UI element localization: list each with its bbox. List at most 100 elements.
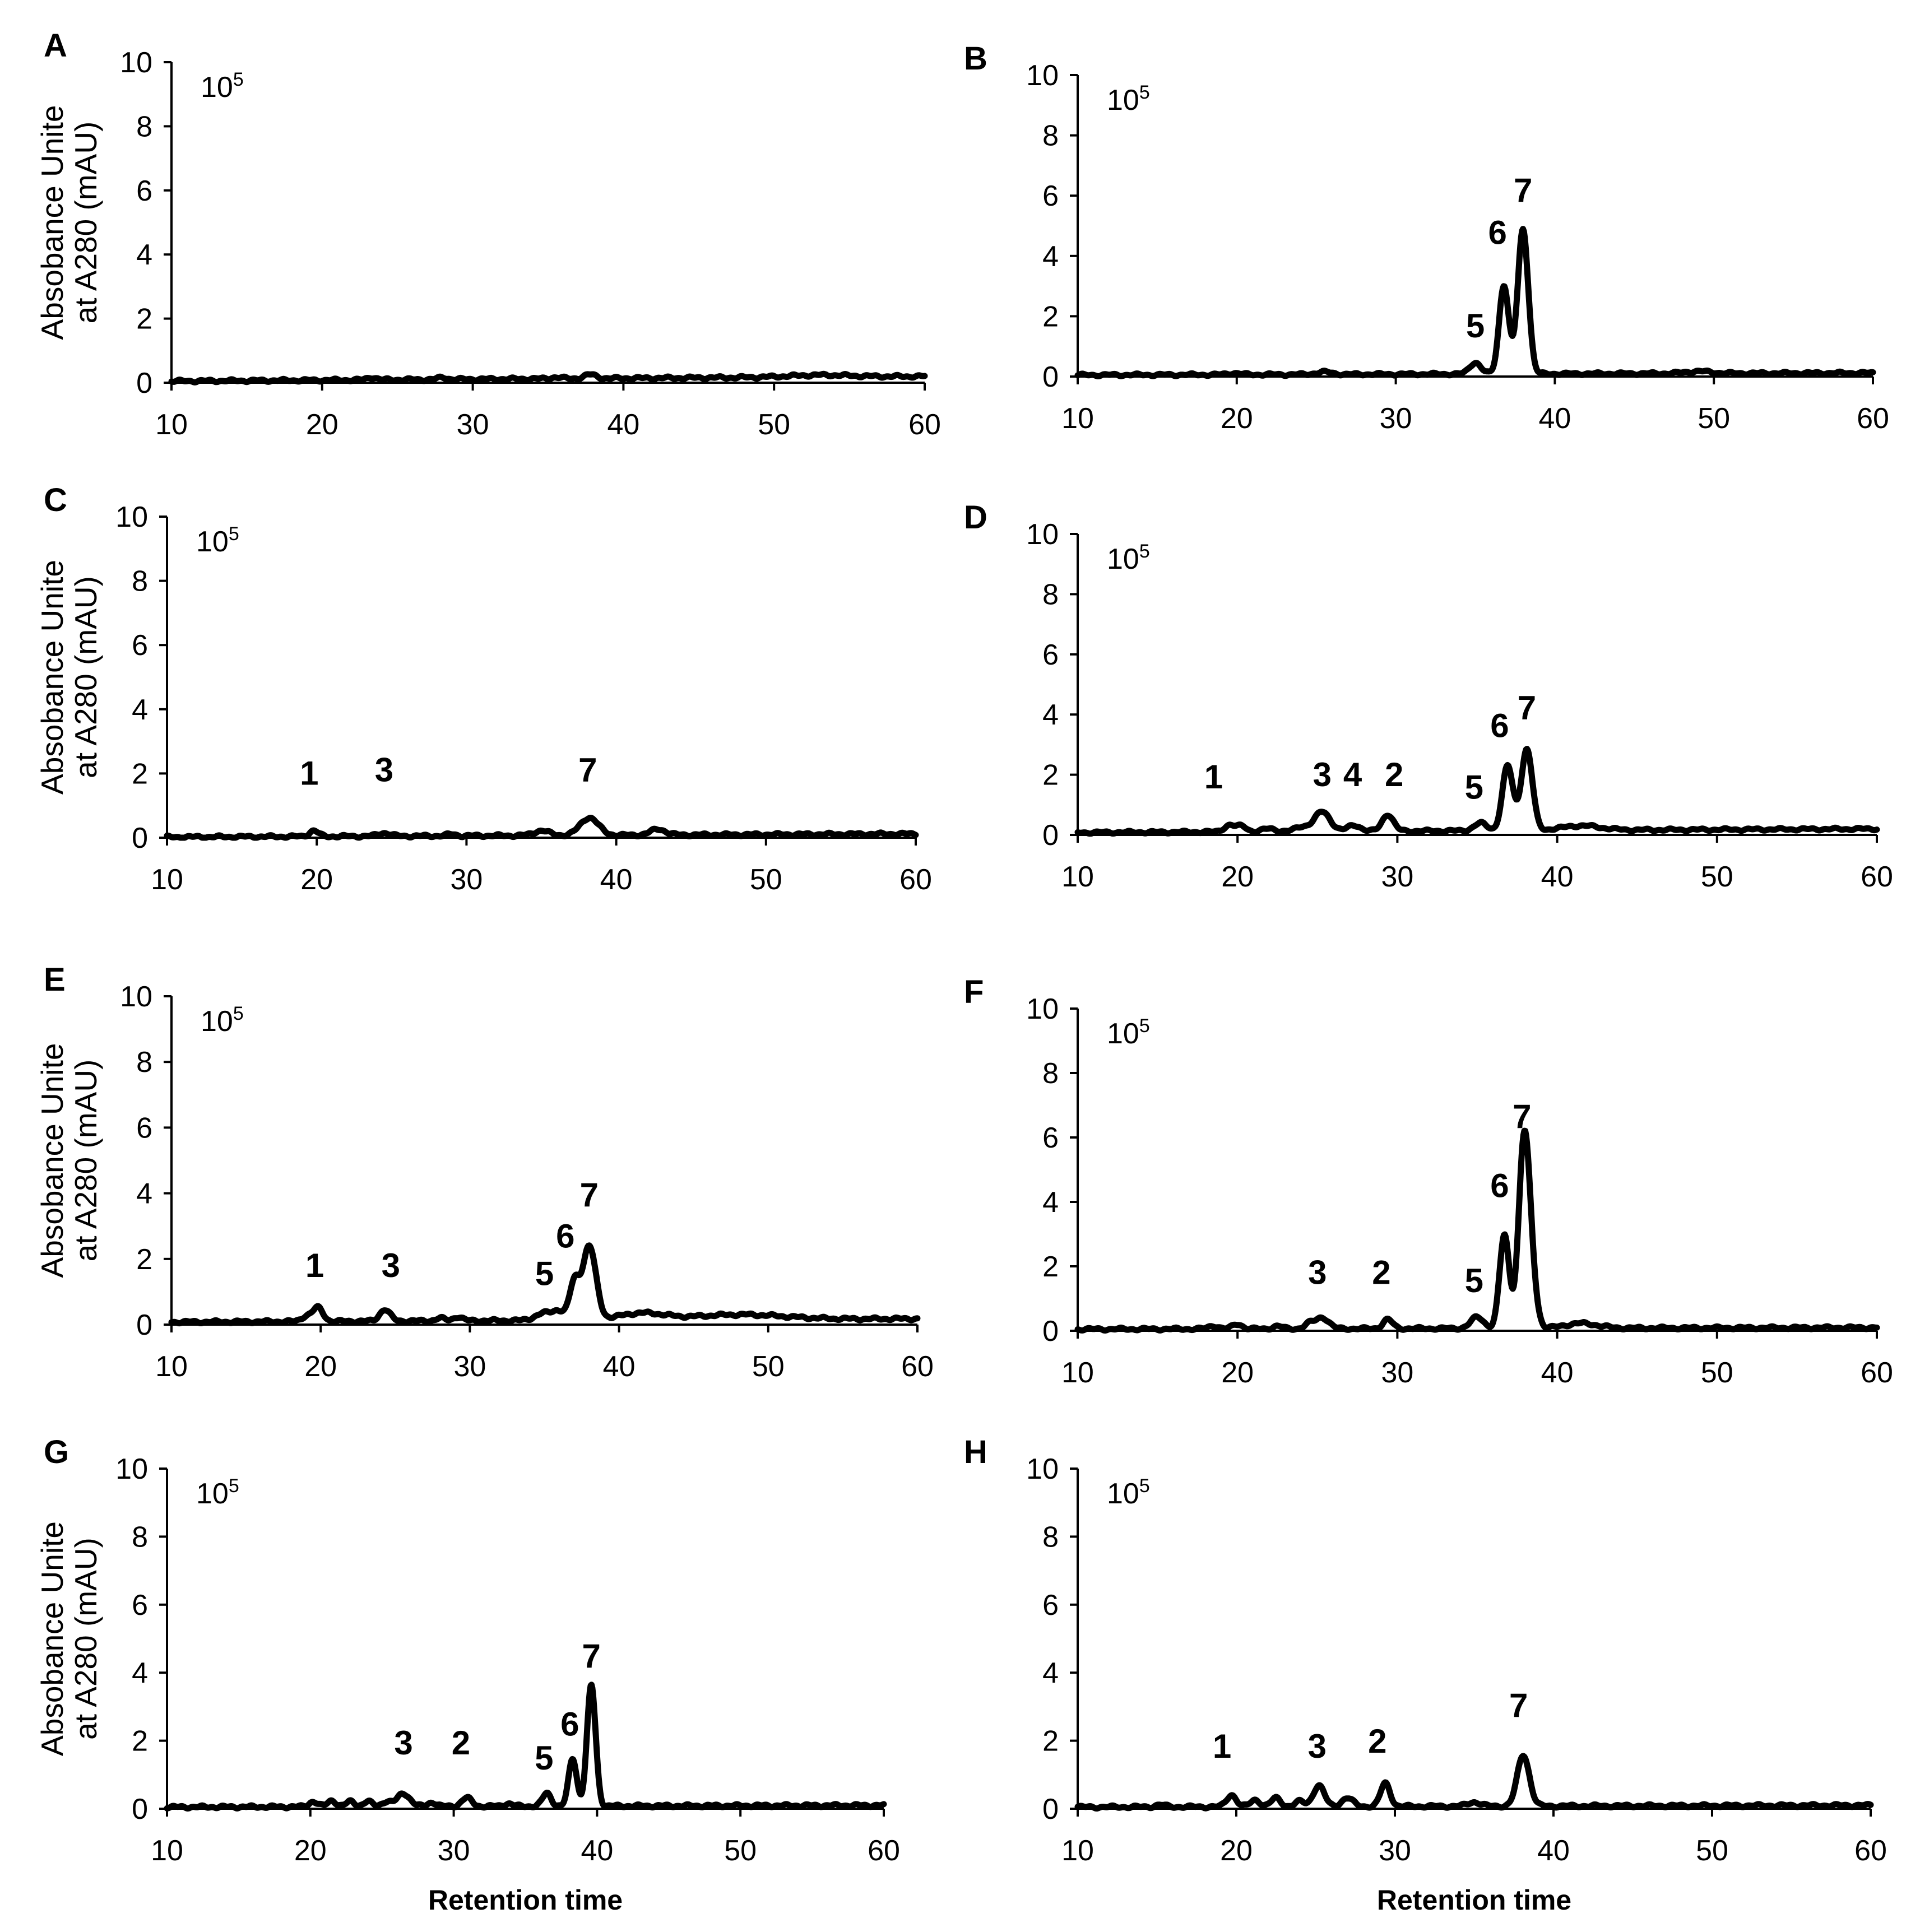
panel-letter-f: F (964, 974, 984, 1010)
peak-label-6: 6 (1490, 1167, 1509, 1204)
x-tick-label: 20 (306, 408, 338, 441)
scale-factor-label: 105 (1107, 541, 1150, 575)
peak-label-5: 5 (1465, 769, 1483, 806)
y-tick-label: 0 (1042, 819, 1059, 852)
y-tick-label: 2 (1042, 1725, 1059, 1758)
peak-label-5: 5 (1465, 1262, 1483, 1299)
scale-factor-label: 105 (196, 1475, 239, 1510)
x-tick-label: 60 (901, 1350, 934, 1383)
peak-label-1: 1 (1204, 758, 1223, 796)
x-tick-label: 50 (1701, 1357, 1733, 1389)
peak-label-7: 7 (1513, 1098, 1531, 1135)
x-tick-label: 50 (750, 863, 782, 896)
panel-letter-d: D (964, 499, 987, 536)
x-tick-label: 10 (155, 1350, 188, 1383)
x-tick-label: 40 (600, 863, 633, 896)
x-tick-label: 30 (1381, 861, 1413, 893)
chart-panel-e: E 0 2 4 6 8 10 10 20 30 40 50 60 105 Absobance Uniteat… (35, 962, 934, 1383)
y-tick-label: 6 (136, 1112, 152, 1144)
y-tick-label: 4 (1042, 699, 1059, 731)
peak-label-5: 5 (535, 1255, 554, 1293)
y-tick-label: 6 (132, 1589, 148, 1622)
y-tick-label: 6 (132, 629, 148, 662)
peak-label-7: 7 (580, 1176, 599, 1214)
peak-label-3: 3 (375, 751, 393, 789)
peak-label-1: 1 (305, 1247, 324, 1284)
x-tick-label: 40 (1538, 402, 1571, 435)
y-tick-label: 4 (132, 1657, 148, 1689)
y-tick-label: 2 (132, 1725, 148, 1758)
y-axis-title-line1: Absobance Unite (35, 105, 69, 340)
y-tick-label: 10 (120, 981, 152, 1013)
chromatogram-trace (1074, 746, 1880, 837)
peak-label-7: 7 (578, 751, 597, 789)
peak-label-2: 2 (1372, 1254, 1390, 1292)
peak-label-5: 5 (1466, 307, 1485, 345)
panel-letter-a: A (44, 27, 67, 64)
x-tick-label: 20 (304, 1350, 337, 1383)
x-tick-label: 10 (1061, 1835, 1094, 1867)
chromatogram-trace (164, 815, 919, 841)
y-tick-label: 0 (1042, 1315, 1059, 1348)
y-tick-label: 10 (1026, 518, 1059, 551)
y-tick-label: 8 (132, 565, 148, 598)
peak-label-6: 6 (560, 1705, 579, 1743)
chart-panel-a: A 0 2 4 6 8 10 10 20 30 40 50 60 105 Absobance Uniteat… (35, 27, 941, 441)
x-tick-label: 40 (581, 1835, 613, 1867)
y-tick-label: 8 (1042, 1521, 1059, 1553)
y-tick-label: 4 (1042, 240, 1059, 273)
y-tick-label: 2 (132, 758, 148, 790)
x-tick-label: 20 (294, 1835, 327, 1867)
x-tick-label: 60 (899, 863, 932, 896)
peak-label-6: 6 (1488, 213, 1507, 251)
x-tick-label: 40 (607, 408, 639, 441)
y-tick-label: 0 (136, 1309, 152, 1341)
x-tick-label: 60 (908, 408, 941, 441)
x-tick-label: 60 (1857, 402, 1889, 435)
panel-letter-c: C (44, 482, 67, 518)
y-axis-title-line1: Absobance Unite (35, 1043, 69, 1278)
peak-label-3: 3 (394, 1724, 412, 1762)
y-tick-label: 10 (115, 1453, 148, 1485)
y-axis-title-line1: Absobance Unite (35, 560, 69, 795)
y-tick-label: 8 (1042, 120, 1059, 152)
x-tick-label: 50 (1698, 402, 1730, 435)
x-tick-label: 50 (758, 408, 790, 441)
x-tick-label: 30 (457, 408, 489, 441)
y-tick-label: 6 (136, 175, 152, 207)
x-tick-label: 50 (724, 1835, 757, 1867)
y-tick-label: 4 (136, 239, 152, 271)
x-tick-label: 60 (1861, 861, 1893, 893)
peak-label-7: 7 (1509, 1687, 1528, 1724)
scale-factor-label: 105 (201, 1003, 244, 1038)
y-tick-label: 4 (1042, 1657, 1059, 1689)
peak-label-6: 6 (1490, 707, 1509, 744)
peak-label-3: 3 (1313, 756, 1332, 793)
scale-factor-label: 105 (1107, 82, 1150, 117)
x-tick-label: 50 (752, 1350, 785, 1383)
y-tick-label: 10 (1026, 993, 1059, 1025)
y-tick-label: 6 (1042, 1589, 1059, 1622)
x-tick-label: 20 (1221, 1357, 1254, 1389)
y-tick-label: 0 (1042, 361, 1059, 393)
x-tick-label: 40 (1537, 1835, 1570, 1867)
x-tick-label: 20 (1221, 402, 1253, 435)
y-axis-title-line2: at A280 (mAU) (68, 122, 103, 324)
x-axis-title: Retention time (428, 1884, 623, 1916)
x-tick-label: 50 (1701, 861, 1733, 893)
x-tick-label: 20 (1221, 861, 1254, 893)
y-tick-label: 6 (1042, 1122, 1059, 1154)
y-tick-label: 2 (1042, 1251, 1059, 1283)
x-tick-label: 30 (438, 1835, 470, 1867)
chart-panel-g: G 0 2 4 6 8 10 10 20 30 40 50 60 105 Absobance Uniteat… (35, 1434, 900, 1916)
x-tick-label: 20 (1220, 1835, 1253, 1867)
peak-label-3: 3 (382, 1247, 400, 1284)
x-tick-label: 40 (603, 1350, 636, 1383)
y-axis-title-line2: at A280 (mAU) (68, 1538, 103, 1740)
chart-panel-h: H 0 2 4 6 8 10 10 20 30 40 50 60 105 Retention time 1 3 2… (964, 1434, 1887, 1916)
y-axis-title-line2: at A280 (mAU) (68, 576, 103, 778)
peak-label-7: 7 (1518, 689, 1536, 726)
panel-letter-e: E (44, 962, 66, 998)
